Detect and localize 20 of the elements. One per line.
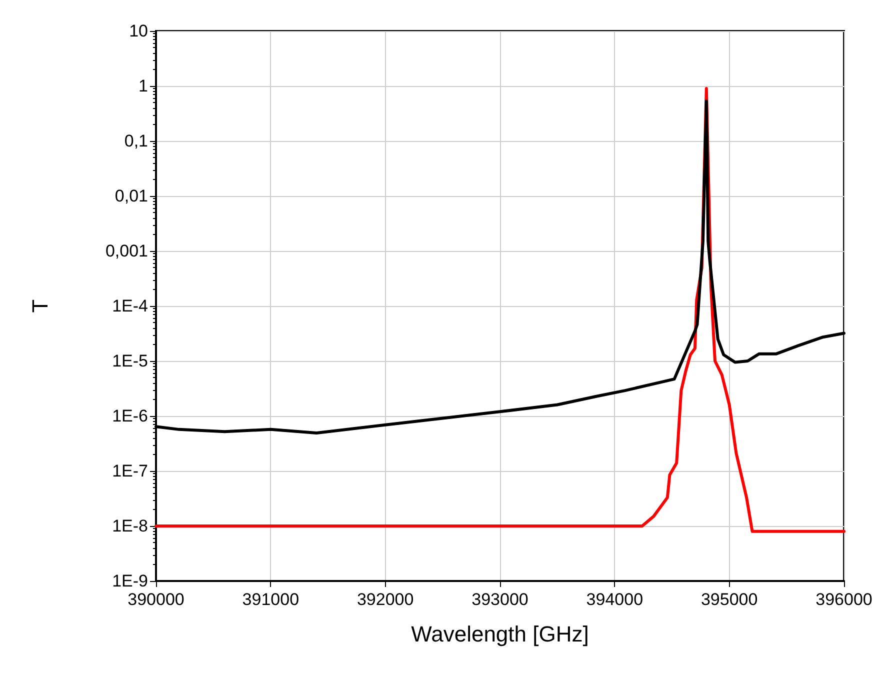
y-tick-label: 1E-4 [112,296,148,316]
x-tick-label: 394000 [586,590,644,609]
x-tick-label: 395000 [700,590,758,609]
y-axis-title: T [28,299,52,313]
x-tick-label: 391000 [242,590,300,609]
y-tick-label: 1E-6 [112,406,148,426]
y-tick-label: 1E-8 [112,516,148,536]
y-tick-label: 1E-7 [112,462,148,480]
y-tick-label: 10 [129,22,148,40]
x-axis-title: Wavelength [GHz] [411,622,589,646]
y-tick-label: 0,001 [105,242,148,260]
y-tick-label: 1E-9 [112,572,148,590]
x-tick-label: 390000 [128,590,184,609]
x-tick-label: 393000 [472,590,528,609]
y-tick-label: 1E-5 [112,352,148,370]
x-tick-label: 396000 [816,590,872,609]
y-tick-label: 1 [138,76,148,96]
y-tick-label: 0,01 [114,186,148,206]
y-tick-label: 0,1 [124,132,148,150]
x-tick-label: 392000 [356,590,414,609]
